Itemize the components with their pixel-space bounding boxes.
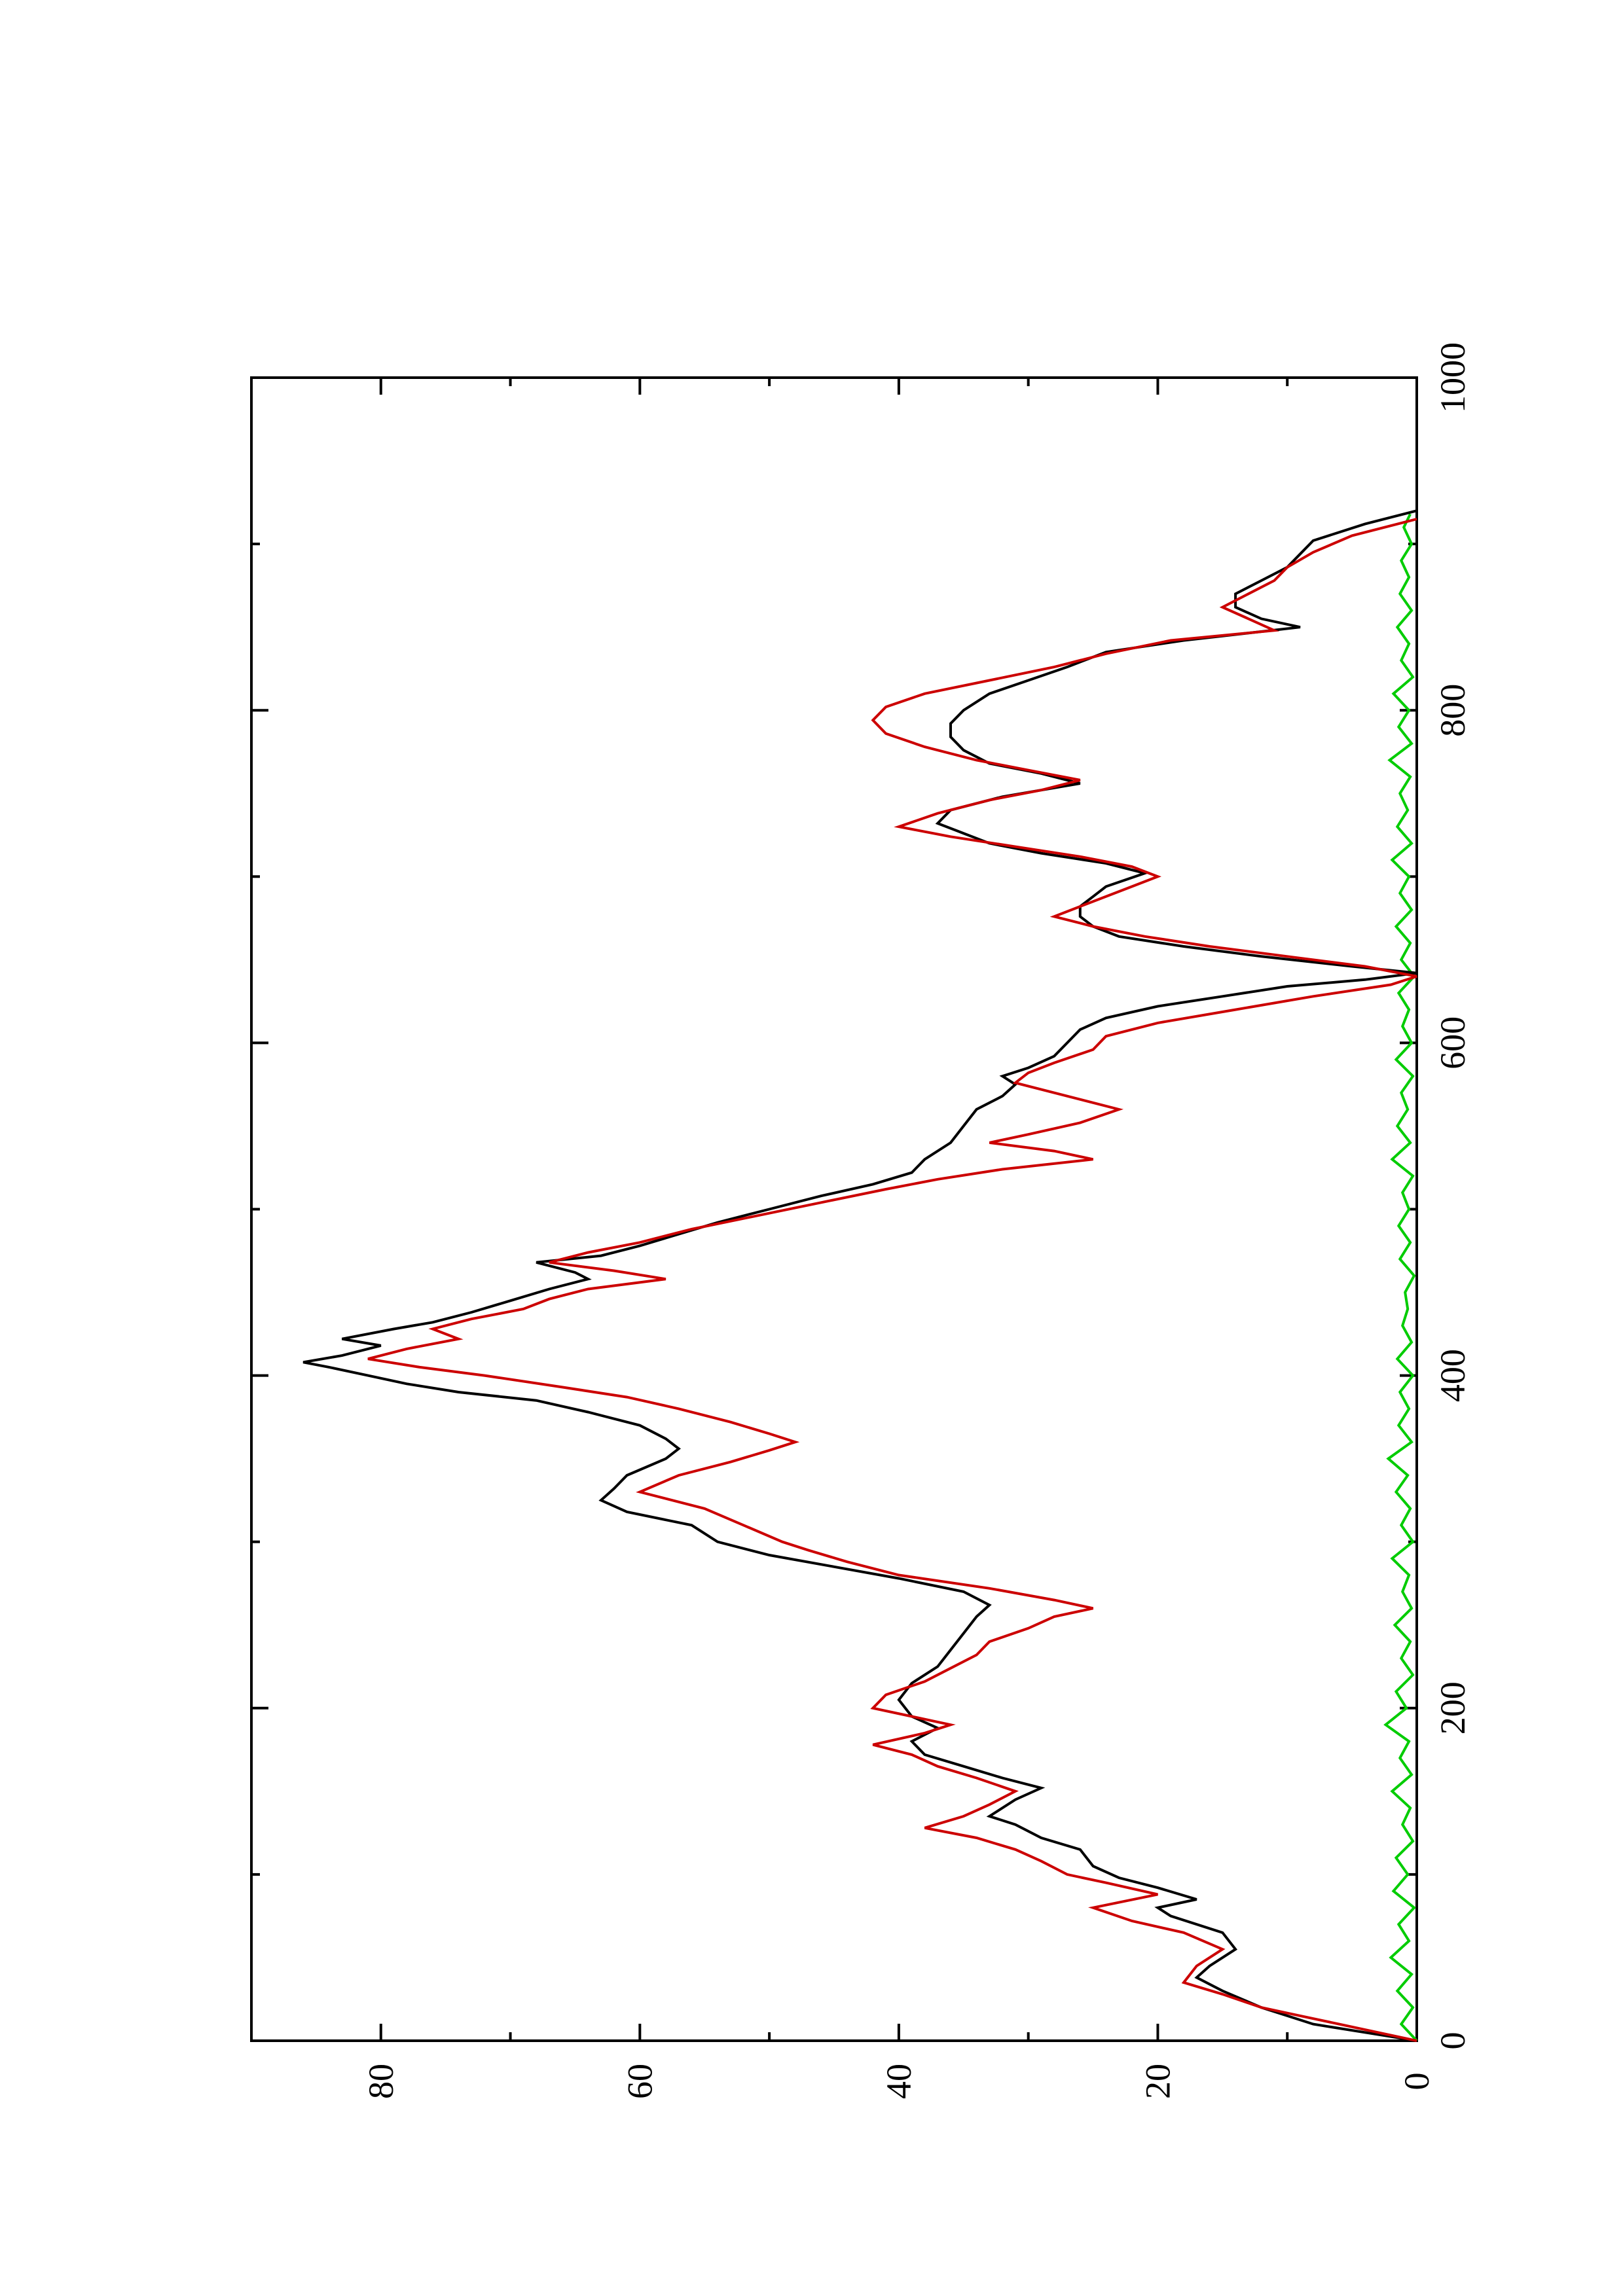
x-tick-label: 0 [1433,2032,1472,2050]
series-layer [302,509,1418,2042]
x-tick-label: 200 [1433,1681,1472,1734]
x-tick-label: 400 [1433,1349,1472,1402]
series-line-3 [1383,513,1418,2042]
plot-frame [250,376,1418,2042]
series-line-1 [302,509,1417,2042]
x-tick-label: 600 [1433,1016,1472,1069]
x-tick-label: 1000 [1433,342,1472,413]
tick-labels-layer: 0 200 400 600 800 1000 0 20 40 60 80 [361,342,1472,2099]
x-tick-label: 800 [1433,684,1472,737]
y-tick-label: 20 [1138,2064,1177,2099]
y-tick-label: 60 [620,2064,659,2099]
y-tick-label: 80 [361,2064,401,2099]
y-tick-label: 0 [1397,2073,1436,2090]
y-tick-label: 40 [879,2064,919,2099]
series-line-2 [367,518,1417,2042]
ticks-layer [251,376,1418,2042]
